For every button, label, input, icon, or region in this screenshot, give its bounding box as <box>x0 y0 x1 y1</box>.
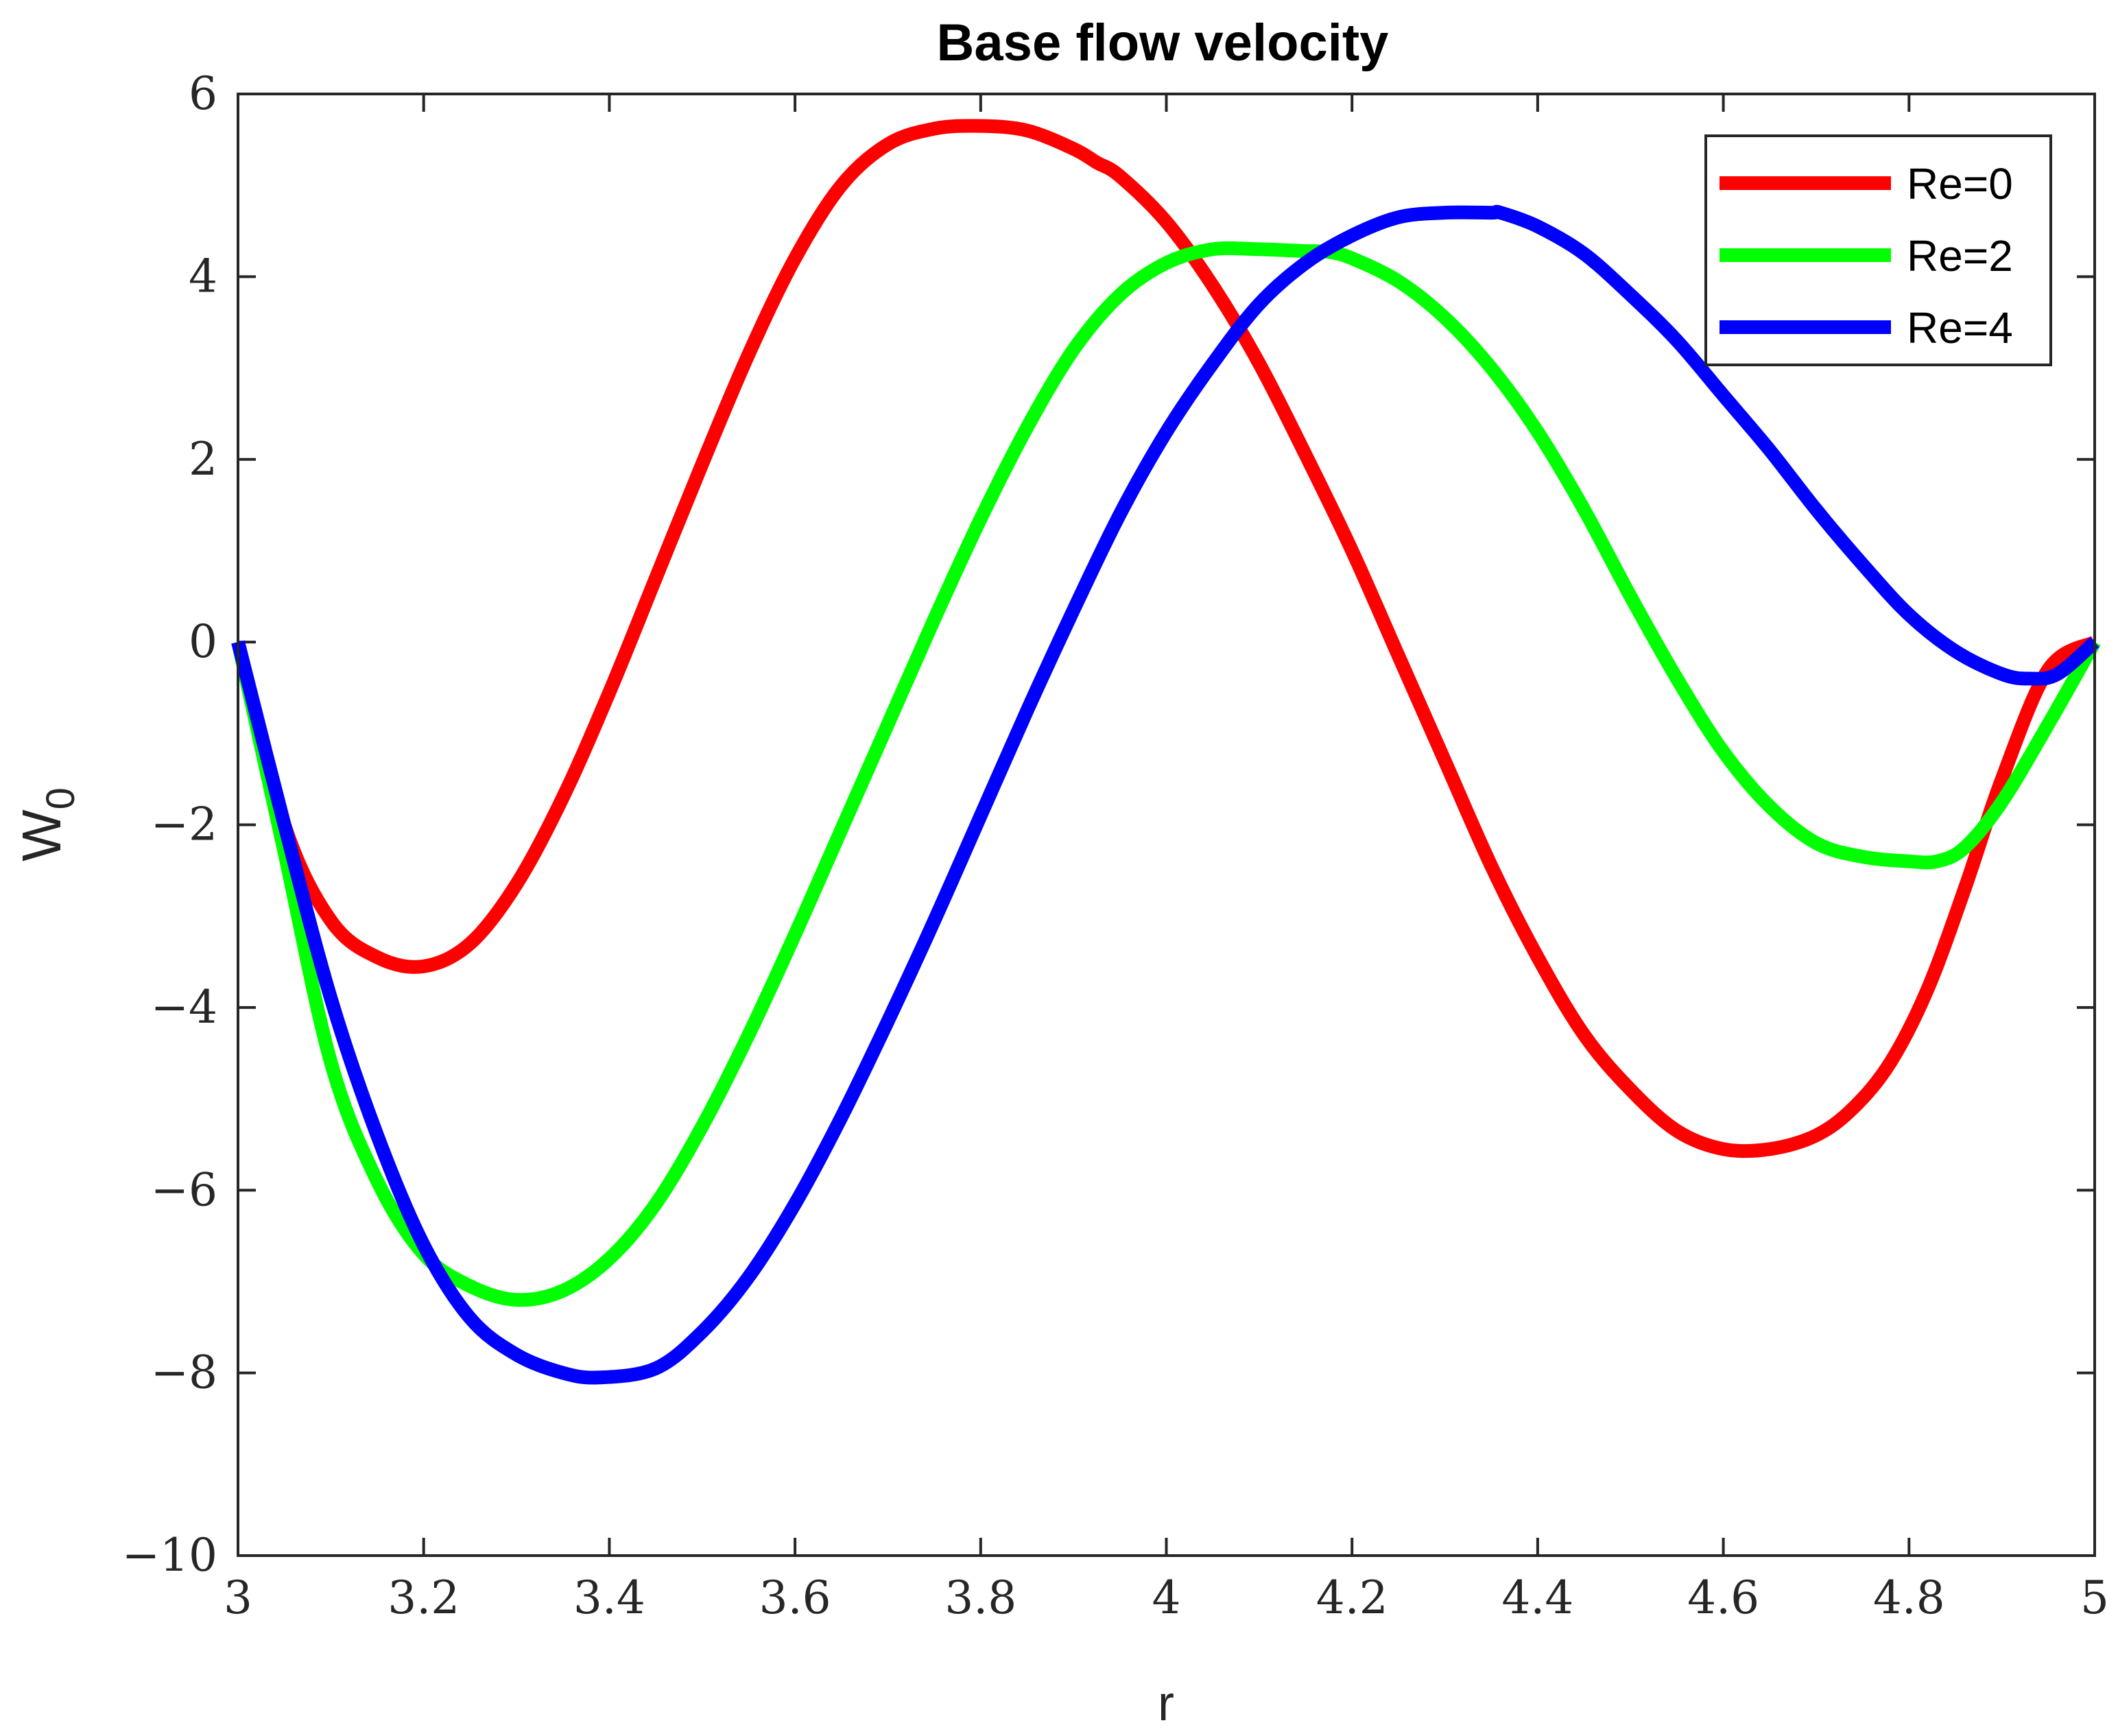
series-layer <box>231 119 2101 1385</box>
ticks-layer: 3 3.2 3.4 3.6 3.8 4 4.2 4.4 4.6 4.8 5 −10 −8 −6 −4 −2 0 2… <box>122 67 2109 1624</box>
x-tick-label: 3.4 <box>573 1571 645 1624</box>
y-tick-label: 2 <box>189 433 217 486</box>
x-tick-label: 3.6 <box>759 1571 831 1624</box>
x-tick-label: 3.8 <box>944 1571 1016 1624</box>
x-tick-label: 4 <box>1152 1571 1181 1624</box>
y-tick-label: 4 <box>189 250 217 302</box>
y-tick-label: −8 <box>151 1346 217 1399</box>
legend-label: Re=4 <box>1907 303 2013 353</box>
x-tick-label: 3.2 <box>388 1571 460 1624</box>
y-tick-label: −6 <box>151 1163 217 1216</box>
y-tick-label: −2 <box>151 798 217 851</box>
y-axis-label-subscript: 0 <box>38 787 83 809</box>
x-tick-label: 4.4 <box>1501 1571 1573 1624</box>
y-axis-label: W0 <box>11 787 83 861</box>
x-tick-label: 4.6 <box>1687 1571 1759 1624</box>
x-tick-label: 3 <box>224 1571 252 1624</box>
y-axis-label-main: W <box>11 809 72 861</box>
x-tick-label: 5 <box>2080 1571 2109 1624</box>
y-tick-label: −4 <box>151 981 217 1034</box>
x-axis-label: r <box>1158 1676 1174 1731</box>
axes-box <box>237 93 2096 1557</box>
svg-text:W0: W0 <box>11 787 83 861</box>
y-tick-label: 6 <box>189 67 217 120</box>
series-line-re-4 <box>231 204 2099 1385</box>
x-tick-label: 4.2 <box>1316 1571 1388 1624</box>
y-tick-label: −10 <box>122 1529 217 1582</box>
series-line-re-0 <box>231 119 2099 1158</box>
chart-title: Base flow velocity <box>937 14 1389 72</box>
y-tick-label: 0 <box>189 615 217 668</box>
x-tick-label: 4.8 <box>1873 1571 1945 1624</box>
legend-label: Re=2 <box>1907 231 2013 281</box>
series-line-re-2 <box>231 241 2101 1307</box>
legend-label: Re=0 <box>1907 159 2013 209</box>
legend: Re=0 Re=2 Re=4 <box>1704 134 2052 366</box>
